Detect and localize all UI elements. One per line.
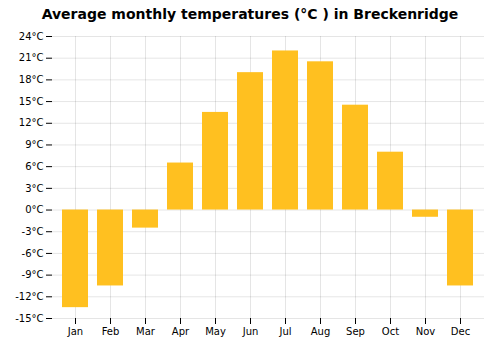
svg-text:21°C: 21°C <box>19 52 44 63</box>
svg-text:May: May <box>205 326 226 337</box>
svg-text:12°C: 12°C <box>19 117 44 128</box>
svg-text:Jul: Jul <box>278 326 291 337</box>
svg-text:-15°C: -15°C <box>15 313 43 324</box>
svg-text:-12°C: -12°C <box>15 291 43 302</box>
svg-text:Aug: Aug <box>311 326 331 337</box>
svg-text:Dec: Dec <box>451 326 470 337</box>
svg-text:15°C: 15°C <box>19 96 44 107</box>
svg-text:0°C: 0°C <box>25 204 43 215</box>
svg-text:18°C: 18°C <box>19 74 44 85</box>
svg-text:Mar: Mar <box>136 326 156 337</box>
svg-text:Jan: Jan <box>67 326 83 337</box>
svg-text:Jun: Jun <box>242 326 259 337</box>
svg-text:24°C: 24°C <box>19 31 44 42</box>
svg-text:6°C: 6°C <box>25 161 43 172</box>
svg-text:Sep: Sep <box>346 326 365 337</box>
svg-text:3°C: 3°C <box>25 183 43 194</box>
html-text:Average monthly temperatures (: Average monthly temperatures (°C ) in Br… <box>41 6 459 22</box>
svg-text:Nov: Nov <box>416 326 436 337</box>
svg-text:-6°C: -6°C <box>22 248 44 259</box>
svg-text:Oct: Oct <box>382 326 399 337</box>
svg-text:-9°C: -9°C <box>22 269 44 280</box>
svg-text:Apr: Apr <box>172 326 190 337</box>
svg-text:Feb: Feb <box>102 326 120 337</box>
svg-text:9°C: 9°C <box>25 139 43 150</box>
svg-text:-3°C: -3°C <box>22 226 44 237</box>
